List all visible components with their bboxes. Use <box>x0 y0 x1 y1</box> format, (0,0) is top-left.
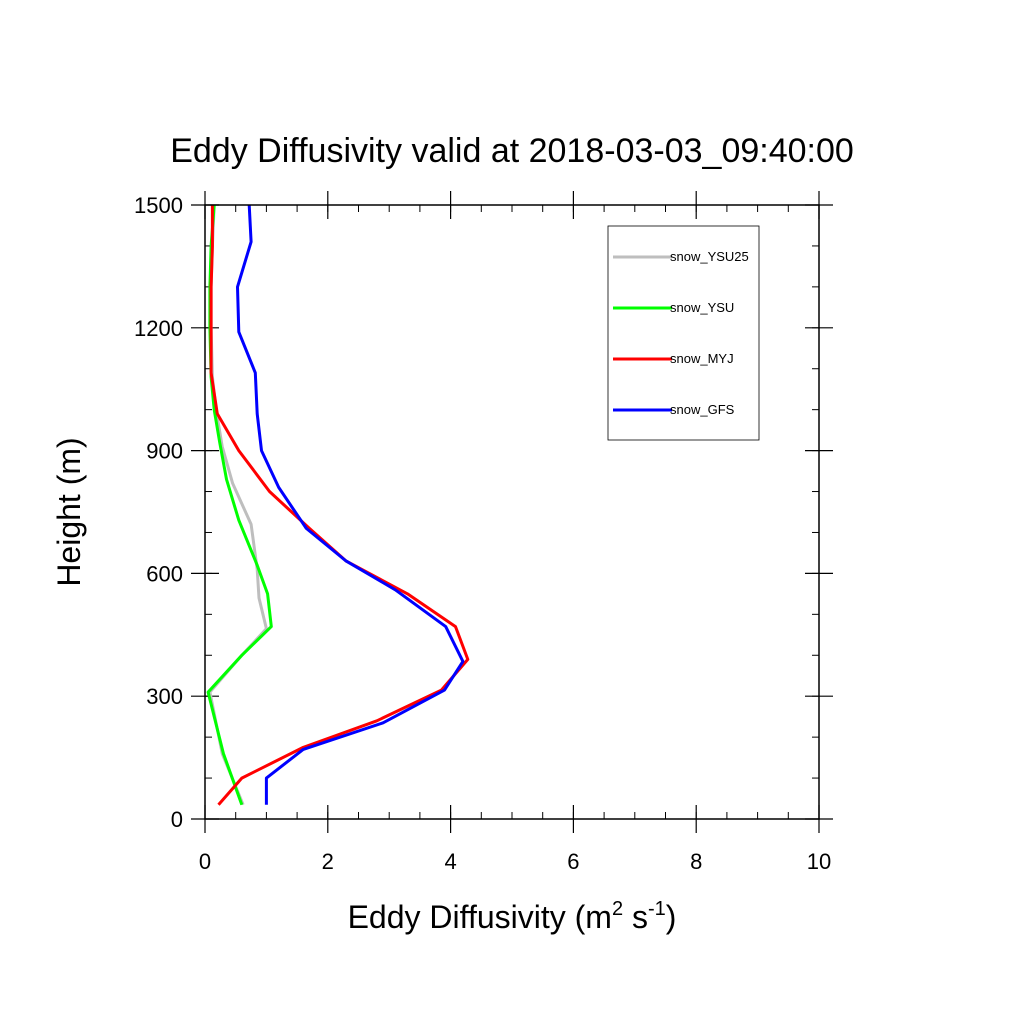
x-tick-label: 10 <box>807 849 831 874</box>
x-tick-label: 4 <box>444 849 456 874</box>
y-tick-label: 600 <box>146 561 183 586</box>
x-tick-label: 0 <box>199 849 211 874</box>
y-tick-label: 1200 <box>134 316 183 341</box>
chart-title: Eddy Diffusivity valid at 2018-03-03_09:… <box>170 132 854 170</box>
plot-frame <box>204 204 820 820</box>
legend-label-snow-gfs: snow_GFS <box>670 402 735 417</box>
series-line-snow-ysu <box>206 204 273 806</box>
legend-label-snow-ysu: snow_YSU <box>670 300 734 315</box>
legend: snow_YSU25 snow_YSU snow_MYJ snow_GFS <box>607 225 760 441</box>
y-tick-label: 900 <box>146 439 183 464</box>
legend-box <box>607 225 760 441</box>
legend-label-snow-myj: snow_MYJ <box>670 351 734 366</box>
x-axis-label-sup-1: 2 <box>612 898 623 920</box>
y-axis-label: Height (m) <box>51 437 87 586</box>
x-axis-label-mid: s <box>623 899 648 935</box>
y-tick-label: 300 <box>146 684 183 709</box>
series-line-snow-gfs <box>236 204 465 805</box>
y-tick-label: 1500 <box>134 193 183 218</box>
x-tick-label: 2 <box>322 849 334 874</box>
x-axis-label: Eddy Diffusivity (m2 s-1) <box>348 898 677 935</box>
legend-label-snow-ysu25: snow_YSU25 <box>670 249 749 264</box>
y-tick-label: 0 <box>171 807 183 832</box>
x-tick-label: 6 <box>567 849 579 874</box>
x-axis-label-end: ) <box>666 899 677 935</box>
series-layer <box>206 204 470 806</box>
x-axis-label-main: Eddy Diffusivity (m <box>348 899 612 935</box>
x-axis-label-sup-2: -1 <box>648 898 666 920</box>
series-line-snow-myj <box>209 205 470 806</box>
x-tick-label: 8 <box>690 849 702 874</box>
